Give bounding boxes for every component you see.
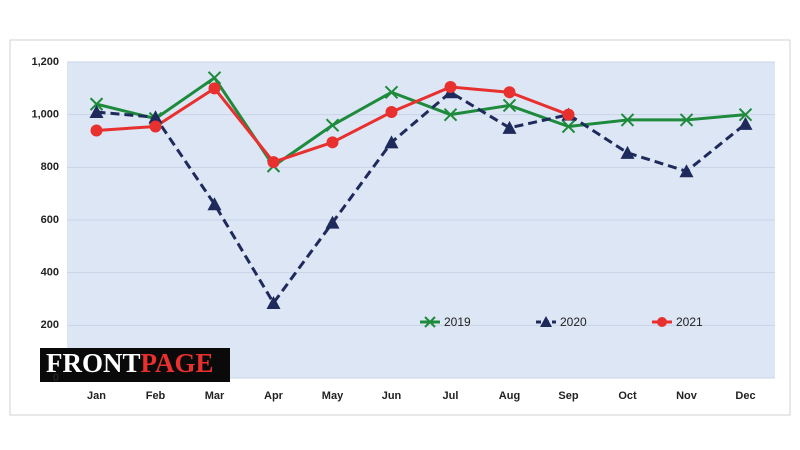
y-tick-label: 1,200 bbox=[31, 56, 59, 68]
grid bbox=[67, 61, 775, 379]
x-tick-label: Jan bbox=[87, 390, 106, 402]
x-tick-label: Sep bbox=[558, 390, 578, 402]
marker bbox=[502, 98, 517, 113]
marker bbox=[540, 316, 552, 327]
marker bbox=[267, 156, 280, 169]
marker bbox=[679, 113, 694, 127]
x-tick-label: May bbox=[322, 390, 344, 402]
marker bbox=[207, 197, 222, 211]
logo-page: PAGE bbox=[141, 348, 214, 378]
marker bbox=[503, 86, 516, 99]
x-tick-label: Mar bbox=[205, 390, 225, 402]
y-tick-label: 600 bbox=[41, 214, 59, 226]
x-tick-label: Apr bbox=[264, 390, 284, 402]
legend-label: 2020 bbox=[560, 315, 587, 329]
y-tick-label: 400 bbox=[41, 267, 59, 279]
x-tick-label: Aug bbox=[499, 390, 520, 402]
marker bbox=[738, 116, 753, 130]
marker bbox=[620, 113, 635, 127]
marker bbox=[424, 316, 436, 328]
marker bbox=[384, 135, 399, 149]
marker bbox=[657, 317, 667, 327]
marker bbox=[384, 85, 399, 99]
x-tick-label: Dec bbox=[735, 390, 755, 402]
marker bbox=[326, 136, 339, 149]
marker bbox=[679, 164, 694, 178]
marker bbox=[385, 106, 398, 119]
y-tick-label: 0 bbox=[53, 372, 59, 384]
y-tick-label: 200 bbox=[41, 319, 59, 331]
marker bbox=[89, 97, 104, 111]
marker bbox=[266, 295, 281, 309]
lines bbox=[89, 71, 753, 309]
marker bbox=[444, 81, 457, 94]
y-tick-label: 1,000 bbox=[31, 109, 59, 121]
marker bbox=[325, 118, 340, 132]
logo: FRONTPAGE bbox=[46, 348, 214, 378]
x-tick-label: Nov bbox=[676, 390, 698, 402]
x-tick-label: Oct bbox=[618, 390, 637, 402]
marker bbox=[89, 105, 104, 119]
series-line bbox=[96, 90, 747, 305]
marker bbox=[208, 82, 221, 95]
x-tick-label: Jul bbox=[443, 390, 459, 402]
y-tick-label: 800 bbox=[41, 161, 59, 173]
marker bbox=[90, 124, 103, 137]
series-line bbox=[96, 76, 746, 168]
x-tick-label: Jun bbox=[382, 390, 402, 402]
legend-label: 2019 bbox=[444, 315, 471, 329]
marker bbox=[620, 145, 635, 159]
marker bbox=[561, 119, 576, 134]
legend-label: 2021 bbox=[676, 315, 703, 329]
logo-box bbox=[40, 348, 230, 382]
legend: 2019 2020 2021 bbox=[420, 315, 703, 329]
x-tick-label: Feb bbox=[146, 390, 166, 402]
marker bbox=[562, 108, 575, 121]
marker bbox=[207, 71, 222, 85]
marker bbox=[148, 110, 163, 124]
marker bbox=[738, 107, 753, 122]
marker bbox=[443, 107, 458, 122]
marker bbox=[325, 215, 340, 229]
marker bbox=[149, 120, 162, 133]
marker bbox=[502, 120, 517, 134]
logo-front: FRONT bbox=[46, 348, 141, 378]
